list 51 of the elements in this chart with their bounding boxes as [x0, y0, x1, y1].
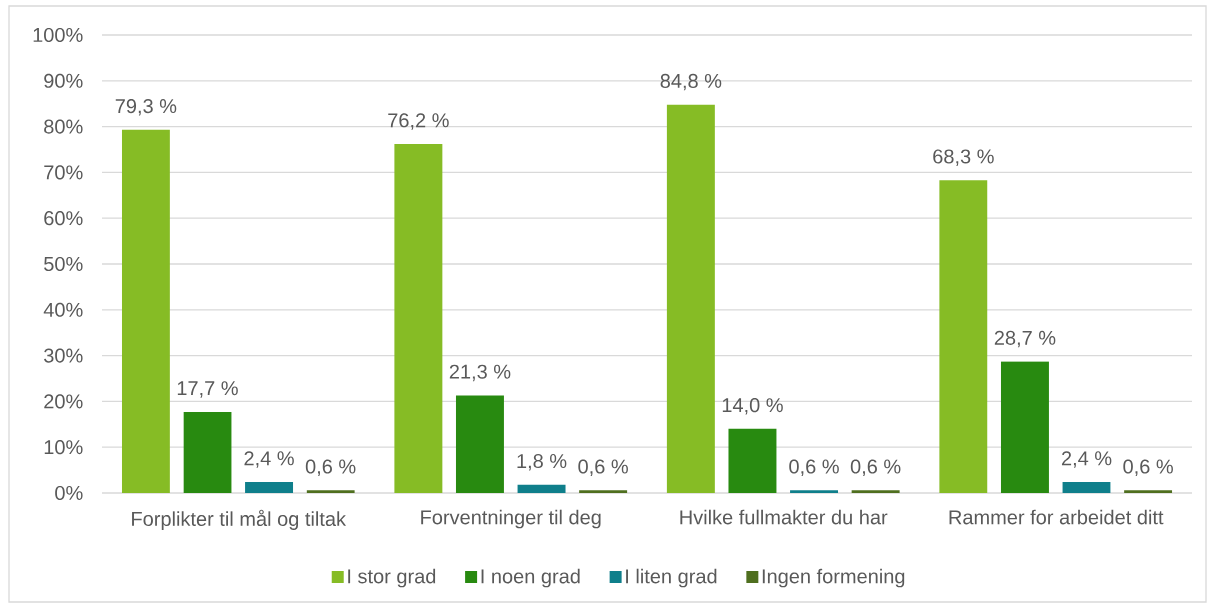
bar	[851, 490, 900, 493]
bar	[666, 104, 715, 493]
legend-label: I liten grad	[626, 568, 717, 588]
y-tick-label: 10%	[44, 440, 83, 455]
y-tick-label: 30%	[44, 348, 83, 363]
bar	[1124, 490, 1173, 493]
bar	[1000, 361, 1049, 493]
y-tick-label: 100%	[33, 27, 83, 43]
bar	[245, 482, 294, 493]
bar	[183, 411, 232, 493]
data-label: 0,6 %	[305, 459, 356, 476]
x-tick-label: Forplikter til mål og tiltak	[132, 509, 347, 530]
data-label: 2,4 %	[244, 451, 294, 468]
data-label: 84,8 %	[660, 73, 722, 91]
legend-label: I noen grad	[481, 568, 580, 588]
bar	[306, 490, 355, 493]
data-label: 17,7 %	[177, 381, 238, 398]
y-tick-label: 20%	[44, 394, 83, 409]
y-tick-label: 80%	[44, 119, 83, 134]
legend-label: Ingen formening	[762, 568, 905, 588]
x-tick-label: Forventninger til deg	[421, 509, 601, 529]
data-label: 14,0 %	[722, 398, 783, 415]
data-label: 68,3 %	[933, 149, 994, 166]
data-label: 0,6 %	[850, 459, 901, 476]
x-tick-label: Rammer for arbeidet ditt	[949, 509, 1164, 525]
bar	[579, 490, 628, 493]
bar	[455, 395, 504, 493]
data-label: 76,2 %	[388, 113, 449, 130]
x-tick-label: Hvilke fullmakter du har	[680, 509, 888, 525]
data-label: 79,3 %	[115, 99, 177, 116]
bar	[121, 129, 170, 493]
y-tick-label: 60%	[44, 211, 83, 226]
legend-label: I stor grad	[348, 568, 436, 588]
data-label: 21,3 %	[449, 364, 511, 382]
y-tick-label: 90%	[44, 73, 83, 88]
bar	[790, 490, 839, 493]
y-tick-label: 70%	[44, 165, 83, 180]
data-label: 0,6 %	[1123, 459, 1173, 476]
data-label: 0,6 %	[789, 459, 839, 476]
y-tick-label: 0%	[55, 485, 83, 501]
y-tick-label: 50%	[44, 256, 83, 272]
data-label: 0,6 %	[578, 459, 628, 476]
bar	[517, 484, 566, 493]
data-label: 2,4 %	[1061, 451, 1112, 468]
data-label: 1,8 %	[517, 453, 567, 471]
bar	[939, 180, 988, 493]
bar	[1062, 482, 1111, 493]
data-label: 28,7 %	[994, 330, 1056, 348]
bar	[728, 428, 777, 493]
y-tick-label: 40%	[43, 302, 83, 317]
bar	[394, 143, 443, 493]
